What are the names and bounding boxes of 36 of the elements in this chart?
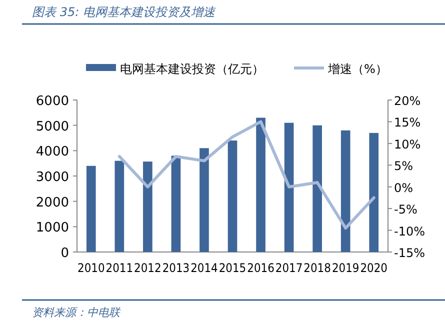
bar [340,130,350,252]
bar [114,160,124,252]
y-tick-label: 5000 [36,119,69,134]
bar [86,166,96,252]
y2-tick-label: -15% [394,246,426,260]
y-tick-label: 2000 [36,195,69,210]
x-tick-label: 2020 [360,261,391,275]
bar [143,162,152,252]
bar [171,156,181,252]
bar [312,125,322,252]
x-tick-label: 2015 [218,261,250,275]
legend-label: 增速（%） [327,62,388,76]
bar [256,118,266,252]
x-tick-label: 2013 [162,261,193,275]
y-tick-label: 0 [60,246,69,261]
y2-tick-label: 15% [394,116,421,130]
text: 资料来源：中电联 [32,306,121,319]
y2-tick-label: 0% [394,180,414,195]
y2-tick-label: 5% [394,159,414,174]
y2-tick-label: -10% [394,224,426,238]
bar [200,148,209,252]
x-tick-label: 2017 [275,261,306,275]
chart-title: 图表 35: 电网基本建设投资及增速 [32,5,216,19]
y2-tick-label: -5% [394,202,418,217]
bar [228,140,238,252]
y-tick-label: 4000 [36,144,69,160]
bar [284,122,294,252]
y-tick-label: 1000 [36,220,69,236]
y2-tick-label: 20% [394,94,421,108]
legend-label: 电网基本建设投资（亿元） [120,62,264,76]
y-tick-label: 3000 [36,170,69,185]
bar [369,132,379,252]
line-series [118,120,376,230]
y-tick-label: 6000 [36,94,69,109]
y2-tick-label: 10% [394,137,421,152]
x-tick-label: 2019 [332,261,362,275]
